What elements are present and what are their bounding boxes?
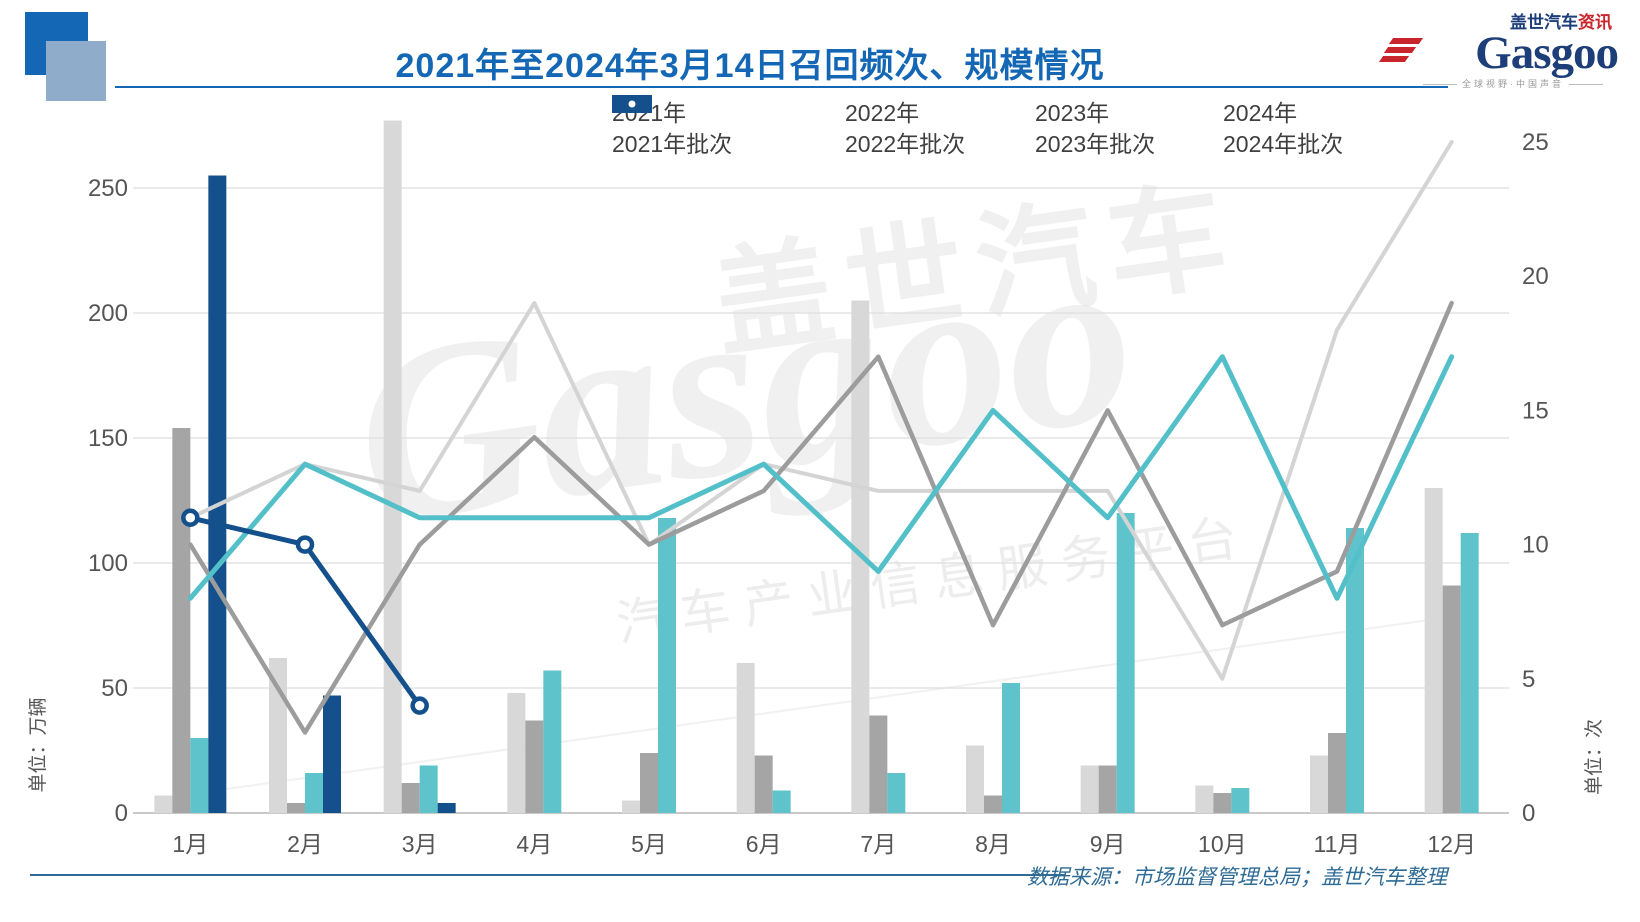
bar-2023年-11月 [1346,528,1364,813]
chart-legend: 2021年2022年2023年2024年 2021年批次2022年批次2023年… [612,94,1393,159]
bar-2022年-10月 [1213,793,1232,813]
bar-2021年-8月 [966,745,984,813]
bar-2023年-7月 [887,773,906,813]
x-axis-label-9月: 9月 [1090,831,1126,857]
left-axis-unit-label: 单位：万辆 [27,697,49,792]
legend-label-2021年批次: 2021年批次 [612,131,733,157]
x-axis-label-10月: 10月 [1198,831,1247,857]
bar-2022年-9月 [1098,765,1117,813]
bar-2023年-8月 [1002,683,1020,813]
bar-2021年-6月 [736,663,755,813]
right-axis-tick-20: 20 [1522,263,1549,290]
logo-cn-text: 盖世汽车资讯 [1510,8,1612,33]
x-axis-label-12月: 12月 [1427,831,1476,857]
legend-label-2022年批次: 2022年批次 [845,131,966,157]
bar-2021年-11月 [1310,755,1328,813]
bar-2023年-6月 [772,790,791,813]
legend-label-2023年批次: 2023年批次 [1035,131,1156,157]
right-axis-tick-10: 10 [1522,532,1549,559]
x-axis-label-7月: 7月 [860,831,896,857]
bar-2022年-5月 [640,753,658,813]
logo-suffix-cn: 资讯 [1578,13,1612,32]
x-axis-label-1月: 1月 [172,831,208,857]
bar-2024年-3月 [437,803,456,813]
line-2023年批次 [187,354,1455,601]
bar-2022年-12月 [1442,585,1461,813]
x-axis-label-2月: 2月 [287,831,323,857]
left-axis-tick-200: 200 [88,300,128,327]
bar-2023年-1月 [190,738,209,813]
legend-label-2024年: 2024年 [1223,100,1298,126]
bar-2021年-4月 [507,693,526,813]
right-axis-unit-label: 单位：次 [1583,719,1605,795]
bar-2022年-11月 [1328,733,1346,813]
bar-2021年-10月 [1195,785,1214,813]
legend-item-2021年批次: 2021年批次 [612,101,845,159]
left-axis-tick-0: 0 [115,800,128,827]
bar-2021年-3月 [383,120,402,813]
bar-2021年-12月 [1424,488,1443,813]
bar-2021年-1月 [154,795,173,813]
left-axis-tick-150: 150 [88,425,128,452]
bar-2022年-2月 [287,803,305,813]
bottom-rule [30,874,1065,876]
bar-2022年-1月 [172,428,191,813]
legend-item-2024年批次: 2024年批次 [612,96,1393,159]
right-axis-tick-25: 25 [1522,129,1549,156]
bar-2022年-4月 [525,720,544,813]
left-axis-tick-250: 250 [88,175,128,202]
bar-2021年-9月 [1080,765,1099,813]
right-axis-tick-15: 15 [1522,397,1549,424]
marker-2024年批次-3月 [410,696,429,715]
bar-2022年-8月 [984,795,1002,813]
bar-2024年-1月 [208,175,227,813]
x-axis-label-5月: 5月 [631,831,667,857]
bar-2023年-12月 [1460,533,1479,813]
bar-2022年-6月 [754,755,773,813]
logo-name-cn: 盖世汽车 [1510,13,1578,32]
logo-tagline: 全球视野·中国声音 [1418,77,1608,90]
x-axis-label-4月: 4月 [516,831,552,857]
bar-2023年-3月 [419,765,438,813]
page-title: 2021年至2024年3月14日召回频次、规模情况 [395,47,1105,85]
legend-line-swatch-2024年批次 [612,96,652,112]
marker-2024年批次-2月 [295,535,315,554]
bar-2023年-9月 [1116,513,1135,813]
bar-2024年-2月 [323,695,341,813]
data-source-note: 数据来源：市场监督管理总局；盖世汽车整理 [1027,866,1447,889]
bar-2023年-4月 [543,670,562,813]
bar-2023年-2月 [305,773,323,813]
legend-label-2024年批次: 2024年批次 [1223,131,1344,157]
x-axis-label-11月: 11月 [1314,831,1361,857]
x-axis-label-6月: 6月 [746,831,782,857]
bar-2023年-5月 [658,518,676,813]
line-2022年批次 [188,300,1454,735]
left-axis-tick-50: 50 [101,675,128,702]
logo-brand: Gasgoo [1475,27,1619,79]
left-axis-tick-100: 100 [88,550,128,577]
legend-label-2022年: 2022年 [845,100,920,126]
bar-2023年-10月 [1231,788,1250,813]
right-axis-tick-5: 5 [1522,666,1535,693]
x-axis-label-3月: 3月 [402,831,438,857]
deco-square-light [46,41,106,101]
bar-2021年-5月 [622,800,640,813]
line-2021年批次 [188,140,1454,681]
x-axis-label-8月: 8月 [975,831,1011,857]
right-axis-tick-0: 0 [1522,800,1535,827]
title-underline [115,86,1448,88]
legend-row-lines: 2021年批次 2022年批次 2023年批次 2024年批次 [612,96,1393,159]
marker-2024年批次-1月 [181,508,200,528]
bar-2022年-3月 [401,783,420,813]
bar-2022年-7月 [869,715,888,813]
legend-label-2023年: 2023年 [1035,100,1110,126]
gasgoo-logo: 盖世汽车资讯 Gasgoo 全球视野·中国声音 [1378,8,1619,90]
